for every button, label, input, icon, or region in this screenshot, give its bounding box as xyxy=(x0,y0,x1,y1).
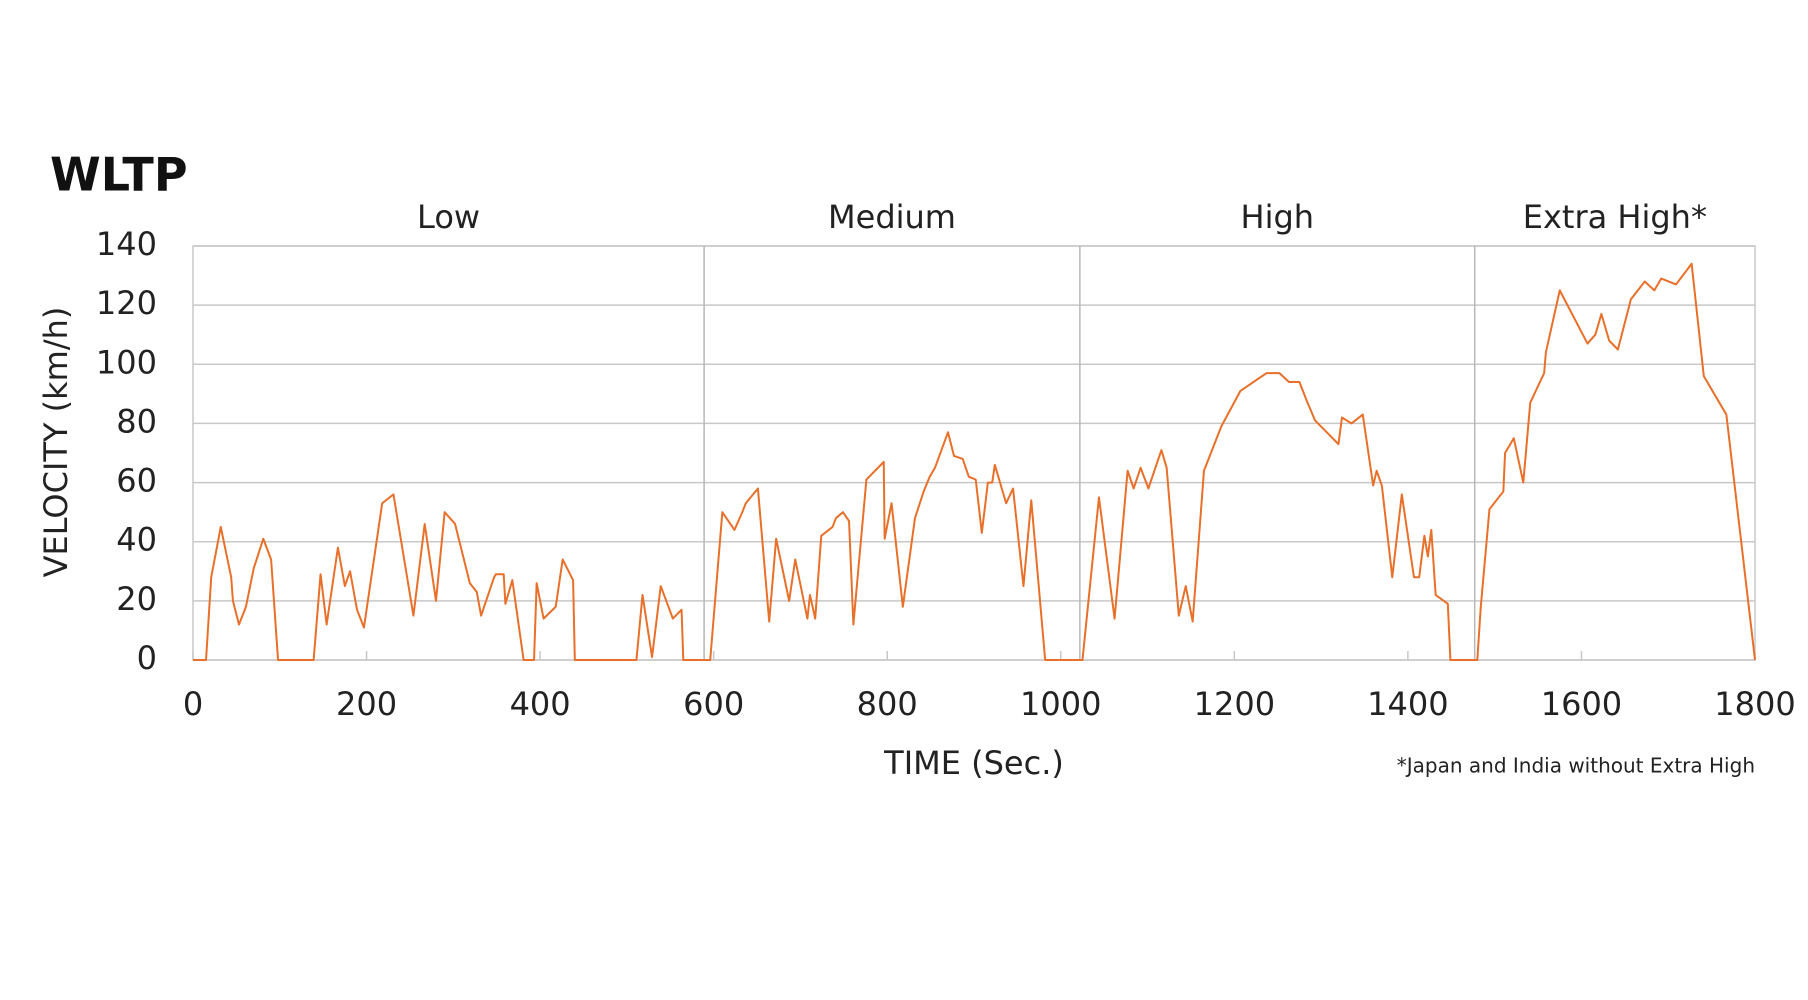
x-tick-label: 800 xyxy=(857,685,918,723)
x-tick-label: 1800 xyxy=(1714,685,1795,723)
x-tick-label: 600 xyxy=(683,685,744,723)
x-tick-label: 1200 xyxy=(1194,685,1275,723)
x-tick-label: 400 xyxy=(510,685,571,723)
y-tick-label: 120 xyxy=(96,284,157,322)
phase-label: Extra High* xyxy=(1523,198,1707,236)
plot-frame xyxy=(192,245,1756,661)
chart-title: WLTP xyxy=(50,148,188,202)
x-tick-label: 1600 xyxy=(1541,685,1622,723)
x-tick-label: 0 xyxy=(183,685,203,723)
y-tick-label: 80 xyxy=(116,402,157,440)
y-tick-label: 60 xyxy=(116,462,157,500)
y-tick-label: 20 xyxy=(116,580,157,618)
phase-label: Medium xyxy=(828,198,956,236)
y-tick-label: 100 xyxy=(96,343,157,381)
phase-label: Low xyxy=(417,198,480,236)
footnote: *Japan and India without Extra High xyxy=(1397,754,1755,778)
velocity-line xyxy=(193,262,1756,661)
y-tick-label: 0 xyxy=(137,639,157,677)
y-tick-label: 40 xyxy=(116,521,157,559)
x-tick-label: 200 xyxy=(336,685,397,723)
y-axis-label: VELOCITY (km/h) xyxy=(37,307,75,578)
y-tick-label: 140 xyxy=(96,225,157,263)
phase-label: High xyxy=(1241,198,1315,236)
x-tick-label: 1400 xyxy=(1367,685,1448,723)
x-tick-label: 1000 xyxy=(1020,685,1101,723)
x-axis-label: TIME (Sec.) xyxy=(883,744,1064,782)
